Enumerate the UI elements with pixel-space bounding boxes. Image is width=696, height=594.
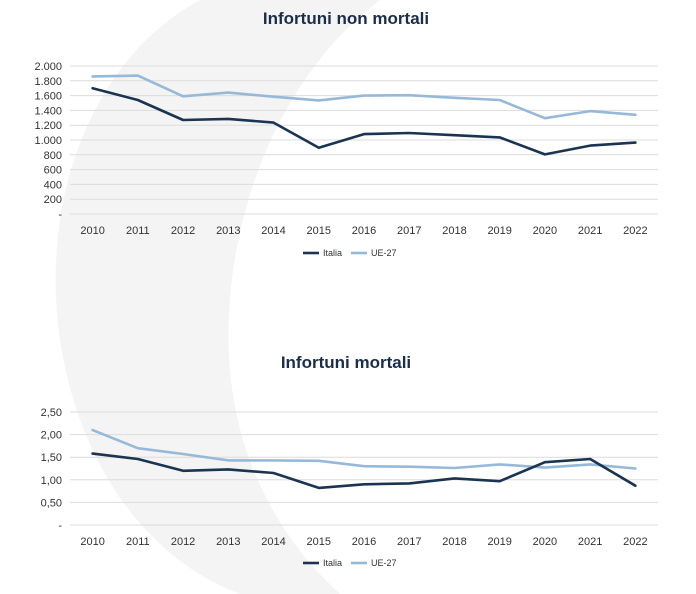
chart-1-y-tick-label: 600: [44, 165, 62, 177]
chart-1-x-tick-label: 2019: [487, 225, 511, 237]
chart-2-x-tick-label: 2015: [307, 536, 331, 548]
chart-2-x-tick-label: 2017: [397, 536, 421, 548]
chart-2-legend-ue27-label: UE-27: [371, 558, 397, 568]
chart-1-y-tick-label: -: [58, 209, 62, 221]
chart-2-y-tick-label: 2,50: [41, 407, 62, 419]
chart-2-x-tick-label: 2020: [533, 536, 557, 548]
chart-2-x-tick-label: 2022: [623, 536, 647, 548]
chart-2-x-tick-label: 2021: [578, 536, 602, 548]
chart-2-y-tick-label: 0,50: [41, 497, 62, 509]
chart-1-x-tick-label: 2017: [397, 225, 421, 237]
chart-1-y-tick-label: 1.800: [34, 76, 62, 88]
chart-1-y-tick-label: 200: [44, 194, 62, 206]
chart-1-y-tick-label: 1.600: [34, 91, 62, 103]
chart-2-title: Infortuni mortali: [281, 353, 411, 372]
chart-1-y-tick-label: 1.000: [34, 135, 62, 147]
chart-2-x-tick-label: 2011: [126, 536, 150, 548]
chart-1-series-ue27-line: [91, 74, 637, 120]
chart-1-title: Infortuni non mortali: [263, 9, 429, 28]
chart-2-x-tick-label: 2013: [216, 536, 240, 548]
chart-1-x-tick-label: 2021: [578, 225, 602, 237]
chart-1-x-tick-label: 2014: [261, 225, 285, 237]
chart-1-series-italia-line: [91, 86, 637, 156]
chart-2-series-italia-line: [91, 452, 637, 490]
chart-2-legend-italia-label: Italia: [323, 558, 342, 568]
chart-1-x-tick-label: 2016: [352, 225, 376, 237]
chart-1-legend-ue27-label: UE-27: [371, 248, 397, 258]
chart-2-series-ue27-line: [91, 428, 637, 470]
chart-2-x-tick-label: 2018: [442, 536, 466, 548]
chart-1-x-tick-label: 2012: [171, 225, 195, 237]
chart-2-x-tick-label: 2016: [352, 536, 376, 548]
chart-2-y-tick-label: 1,00: [41, 475, 62, 487]
chart-1-x-tick-label: 2022: [623, 225, 647, 237]
chart-2-x-tick-label: 2010: [80, 536, 104, 548]
chart-1-y-tick-label: 1.200: [34, 120, 62, 132]
chart-2-y-tick-label: 1,50: [41, 452, 62, 464]
chart-1-y-tick-label: 400: [44, 179, 62, 191]
chart-1-x-tick-label: 2015: [307, 225, 331, 237]
chart-1-legend-italia-label: Italia: [323, 248, 342, 258]
chart-1-y-tick-label: 2.000: [34, 61, 62, 73]
chart-1-x-tick-label: 2013: [216, 225, 240, 237]
chart-1-x-tick-label: 2018: [442, 225, 466, 237]
chart-2-x-tick-label: 2019: [487, 536, 511, 548]
chart-2-y-tick-label: -: [58, 520, 62, 532]
chart-2-x-tick-label: 2014: [261, 536, 285, 548]
chart-1-x-tick-label: 2020: [533, 225, 557, 237]
chart-2-y-tick-label: 2,00: [41, 430, 62, 442]
chart-1-x-tick-label: 2011: [126, 225, 150, 237]
chart-1-y-tick-label: 800: [44, 150, 62, 162]
chart-2-x-tick-label: 2012: [171, 536, 195, 548]
chart-1-y-tick-label: 1.400: [34, 105, 62, 117]
chart-1-x-tick-label: 2010: [80, 225, 104, 237]
